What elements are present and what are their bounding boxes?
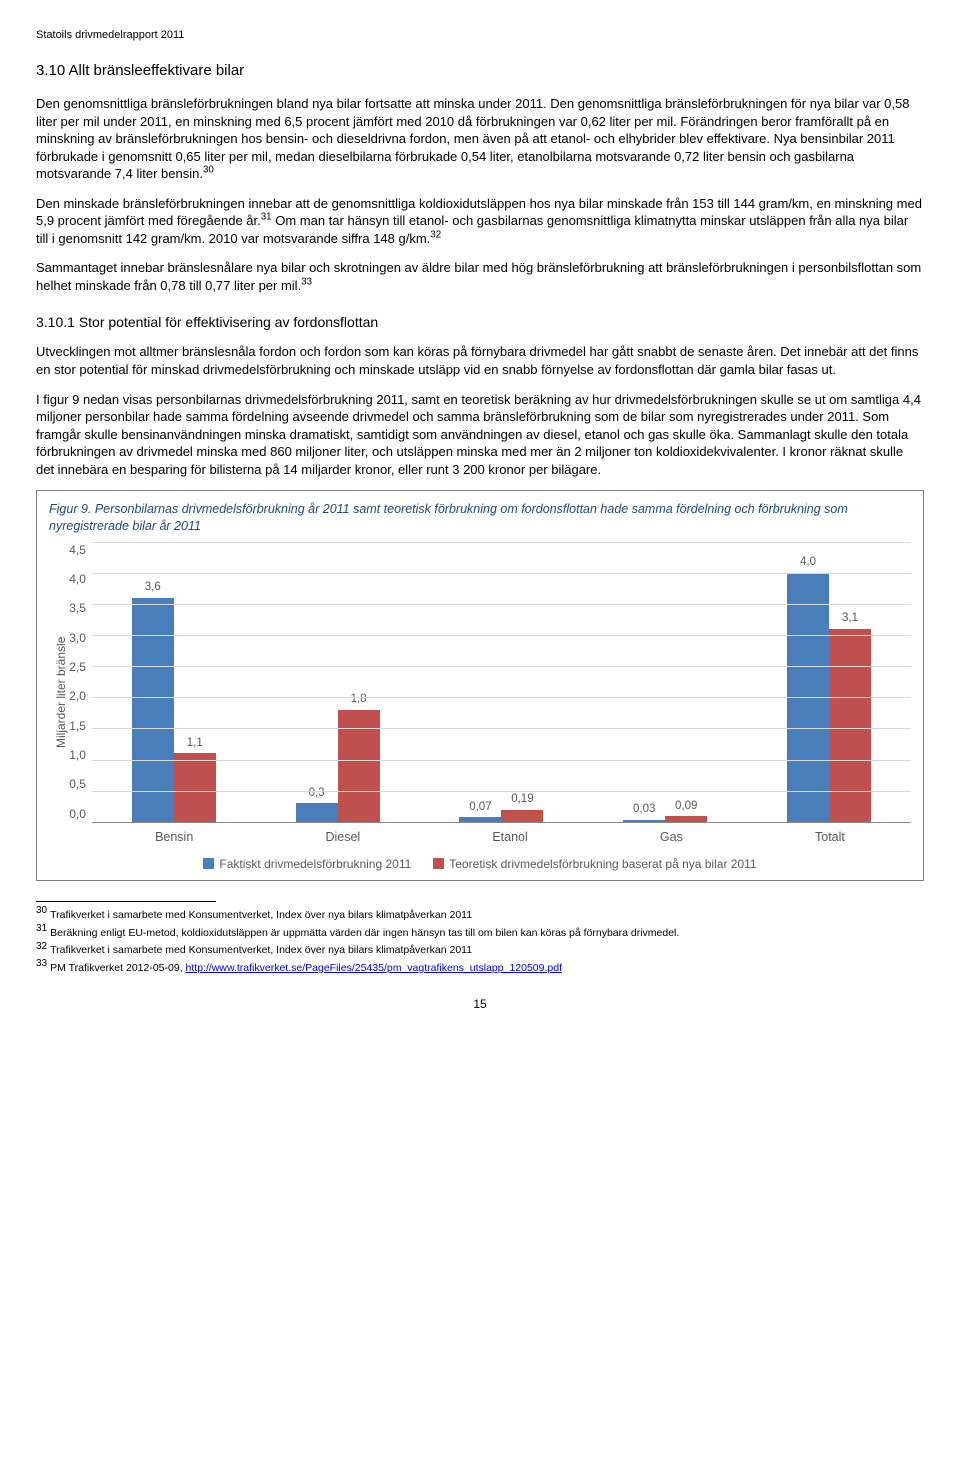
footnote-33: 33PM Trafikverket 2012-05-09, http://www… — [36, 961, 924, 976]
page-number: 15 — [36, 996, 924, 1012]
section-heading: 3.10 Allt bränsleeffektivare bilar — [36, 61, 924, 81]
bar — [623, 820, 665, 822]
gridline — [92, 604, 911, 605]
bar — [132, 598, 174, 822]
bar-value-label: 4,0 — [800, 555, 816, 571]
bar-value-label: 1,1 — [187, 736, 203, 752]
paragraph-3a: Sammantaget innebar bränslesnålare nya b… — [36, 260, 921, 293]
bar-value-label: 0,19 — [511, 792, 533, 808]
footnote-32-num: 32 — [36, 941, 50, 952]
chart-plot-area: 3,6 1,1 0,3 1,8 0,07 0,19 0,03 0,09 4,0 3,1 — [92, 542, 911, 823]
bar-value-label: 0,07 — [469, 800, 491, 816]
footnote-30-text: Trafikverket i samarbete med Konsumentve… — [50, 909, 472, 921]
xtick-label: Bensin — [155, 829, 193, 846]
bar-col: 4,0 — [787, 555, 829, 821]
paragraph-1-text: Den genomsnittliga bränsleförbrukningen … — [36, 96, 909, 181]
footnote-ref-30: 30 — [203, 165, 214, 176]
bar-value-label: 0,03 — [633, 802, 655, 818]
subsection-heading: 3.10.1 Stor potential för effektiviserin… — [36, 313, 924, 332]
bar-col: 0,19 — [501, 792, 543, 821]
footnote-32: 32Trafikverket i samarbete med Konsument… — [36, 943, 924, 958]
chart-ylabel: Miljarder liter bränsle — [49, 542, 69, 823]
bar-group: 3,6 1,1 — [132, 580, 216, 822]
bar-value-label: 0,09 — [675, 799, 697, 815]
bar-col: 0,07 — [459, 800, 501, 822]
gridline — [92, 573, 911, 574]
bar-value-label: 0,3 — [309, 786, 325, 802]
bar-group: 0,07 0,19 — [459, 792, 543, 821]
legend-label-b: Teoretisk drivmedelsförbrukning baserat … — [449, 857, 756, 871]
footnote-31: 31Beräkning enligt EU-metod, koldioxidut… — [36, 926, 924, 941]
chart-bar-groups: 3,6 1,1 0,3 1,8 0,07 0,19 0,03 0,09 4,0 3,1 — [92, 542, 911, 822]
bar-col: 1,8 — [338, 692, 380, 822]
bar-value-label: 3,6 — [145, 580, 161, 596]
gridline — [92, 542, 911, 543]
legend-label-a: Faktiskt drivmedelsförbrukning 2011 — [219, 857, 411, 871]
paragraph-3: Sammantaget innebar bränslesnålare nya b… — [36, 259, 924, 294]
footnote-30-num: 30 — [36, 905, 50, 916]
footnote-ref-32: 32 — [430, 230, 441, 241]
ytick-label: 0,5 — [69, 776, 86, 792]
xtick-label: Totalt — [815, 829, 845, 846]
paragraph-1: Den genomsnittliga bränsleförbrukningen … — [36, 95, 924, 183]
ytick-label: 3,0 — [69, 630, 86, 646]
paragraph-5: I figur 9 nedan visas personbilarnas dri… — [36, 391, 924, 479]
footnote-separator — [36, 901, 216, 902]
legend-swatch-b — [433, 858, 444, 869]
ytick-label: 1,5 — [69, 718, 86, 734]
gridline — [92, 635, 911, 636]
gridline — [92, 728, 911, 729]
bar-value-label: 1,8 — [351, 692, 367, 708]
chart-legend: Faktiskt drivmedelsförbrukning 2011 Teor… — [49, 856, 911, 872]
legend-swatch-a — [203, 858, 214, 869]
footnote-ref-33: 33 — [301, 277, 312, 288]
bar — [459, 817, 501, 821]
footnote-33-pre: PM Trafikverket 2012-05-09, — [50, 962, 185, 974]
bar — [829, 629, 871, 822]
paragraph-2: Den minskade bränsleförbrukningen inneba… — [36, 195, 924, 248]
bar-col: 1,1 — [174, 736, 216, 822]
ytick-label: 0,0 — [69, 806, 86, 822]
gridline — [92, 666, 911, 667]
paragraph-4: Utvecklingen mot alltmer bränslesnåla fo… — [36, 343, 924, 378]
xtick-label: Diesel — [325, 829, 360, 846]
ytick-label: 3,5 — [69, 600, 86, 616]
bar-group: 0,3 1,8 — [296, 692, 380, 822]
ytick-label: 4,0 — [69, 571, 86, 587]
bar — [501, 810, 543, 822]
ytick-label: 2,0 — [69, 688, 86, 704]
footnote-33-num: 33 — [36, 958, 50, 969]
gridline — [92, 791, 911, 792]
bar — [174, 753, 216, 821]
footnote-31-num: 31 — [36, 923, 50, 934]
bar-group: 4,0 3,1 — [787, 555, 871, 821]
gridline — [92, 697, 911, 698]
footnote-31-text: Beräkning enligt EU-metod, koldioxidutsl… — [50, 927, 679, 939]
footnote-ref-31: 31 — [261, 212, 272, 223]
footnote-30: 30Trafikverket i samarbete med Konsument… — [36, 908, 924, 923]
page-header: Statoils drivmedelrapport 2011 — [36, 28, 924, 43]
chart-xlabels: Bensin Diesel Etanol Gas Totalt — [89, 829, 911, 846]
bar — [296, 803, 338, 822]
xtick-label: Gas — [660, 829, 683, 846]
legend-item-b: Teoretisk drivmedelsförbrukning baserat … — [433, 856, 756, 872]
bar — [338, 710, 380, 822]
bar-group: 0,03 0,09 — [623, 799, 707, 822]
chart-title: Figur 9. Personbilarnas drivmedelsförbru… — [49, 501, 911, 534]
bar — [665, 816, 707, 822]
ytick-label: 1,0 — [69, 747, 86, 763]
footnote-32-text: Trafikverket i samarbete med Konsumentve… — [50, 944, 472, 956]
figure-9-chart: Figur 9. Personbilarnas drivmedelsförbru… — [36, 490, 924, 881]
bar-col: 0,03 — [623, 802, 665, 821]
xtick-label: Etanol — [492, 829, 527, 846]
bar-col: 0,09 — [665, 799, 707, 822]
chart-yaxis: 4,5 4,0 3,5 3,0 2,5 2,0 1,5 1,0 0,5 0,0 — [69, 542, 92, 822]
bar-col: 3,6 — [132, 580, 174, 822]
legend-item-a: Faktiskt drivmedelsförbrukning 2011 — [203, 856, 411, 872]
ytick-label: 2,5 — [69, 659, 86, 675]
gridline — [92, 760, 911, 761]
ytick-label: 4,5 — [69, 542, 86, 558]
footnote-33-link[interactable]: http://www.trafikverket.se/PageFiles/254… — [186, 962, 562, 974]
bar-value-label: 3,1 — [842, 611, 858, 627]
